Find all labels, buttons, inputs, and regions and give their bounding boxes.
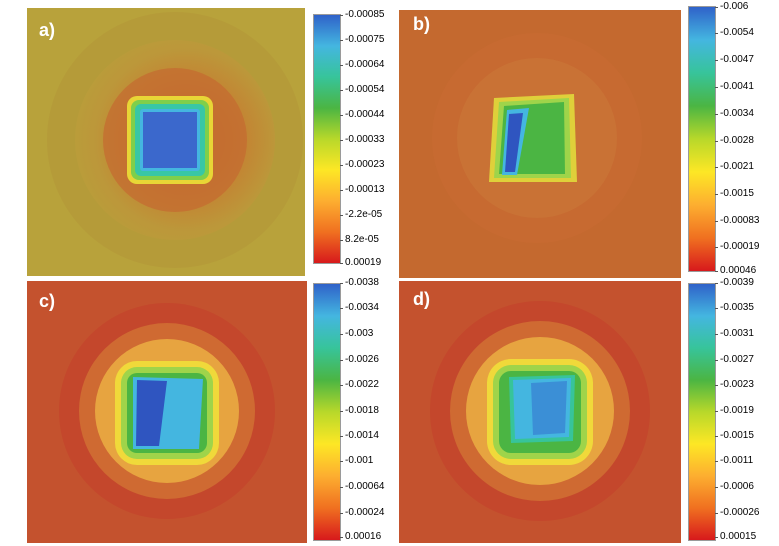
tick-label: -0.0015 <box>715 430 754 441</box>
tick-label: -0.0039 <box>715 277 754 288</box>
panel-d: d) <box>399 281 681 543</box>
contour-plot-b <box>399 10 681 278</box>
tick-label: -0.0022 <box>340 379 379 390</box>
tick-label: -0.0015 <box>715 188 754 199</box>
contour-plot-a <box>27 8 305 276</box>
tick-label: -0.0038 <box>340 277 379 288</box>
tick-label: -0.00075 <box>339 34 385 45</box>
tick-label: -0.00054 <box>339 84 385 95</box>
tick-label: -0.003 <box>339 328 374 339</box>
tick-label: -0.0018 <box>340 405 379 416</box>
tick-label: -0.0023 <box>715 379 754 390</box>
colorbar-d <box>688 283 716 541</box>
contour-plot-d <box>399 281 681 543</box>
tick-label: 0.00019 <box>339 257 382 268</box>
tick-label: -0.0035 <box>715 302 754 313</box>
tick-label: -0.001 <box>339 455 374 466</box>
tick-label: -0.0019 <box>715 405 754 416</box>
tick-label: 0.00046 <box>714 265 757 276</box>
tick-label: 0.00015 <box>714 531 757 542</box>
tick-label: -0.00085 <box>339 9 385 20</box>
panel-c: c) <box>27 281 307 543</box>
tick-label: -0.00083 <box>714 215 760 226</box>
tick-label: -0.00033 <box>339 134 385 145</box>
tick-label: -0.0031 <box>715 328 754 339</box>
tick-label: -0.0034 <box>715 108 754 119</box>
tick-label: -0.00026 <box>714 507 760 518</box>
tick-label: -0.0027 <box>715 354 754 365</box>
tick-label: -2.2e-05 <box>339 209 383 220</box>
panel-label-c: c) <box>39 291 56 311</box>
tick-label: -0.00044 <box>339 109 385 120</box>
colorbar-c <box>313 283 341 541</box>
tick-label: 0.00016 <box>339 531 382 542</box>
tick-label: -0.00019 <box>714 241 760 252</box>
tick-label: -0.0011 <box>714 455 754 466</box>
tick-label: -0.00064 <box>339 59 385 70</box>
tick-label: -0.0041 <box>715 81 754 92</box>
tick-label: -0.0034 <box>340 302 379 313</box>
tick-label: -0.00064 <box>339 481 385 492</box>
colorbar-b <box>688 6 716 272</box>
tick-label: -0.00013 <box>339 184 385 195</box>
panel-label-d: d) <box>413 289 430 309</box>
tick-label: -0.0028 <box>715 135 754 146</box>
panel-label-a: a) <box>39 20 56 40</box>
tick-label: -0.0021 <box>715 161 754 172</box>
tick-label: -0.006 <box>714 1 749 12</box>
tick-label: -0.0014 <box>340 430 379 441</box>
contour-plot-c <box>27 281 307 543</box>
tick-label: -0.0006 <box>715 481 754 492</box>
tick-label: -0.0047 <box>715 54 754 65</box>
tick-label: -0.00023 <box>339 159 385 170</box>
tick-label: -0.00024 <box>339 507 385 518</box>
tick-label: 8.2e-05 <box>340 234 379 245</box>
panel-b: b) <box>399 10 681 278</box>
tick-label: -0.0026 <box>340 354 379 365</box>
tick-label: -0.0054 <box>715 27 754 38</box>
colorbar-a <box>313 14 341 264</box>
panel-label-b: b) <box>413 14 430 34</box>
panel-a: a) <box>27 8 305 276</box>
